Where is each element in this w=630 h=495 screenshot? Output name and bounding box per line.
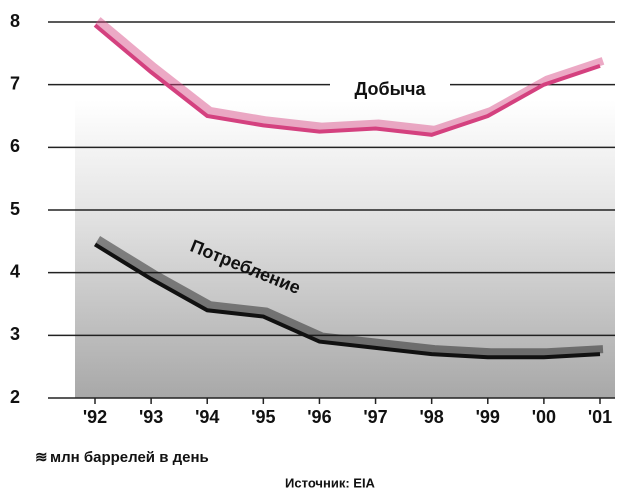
y-tick-label: 5 xyxy=(10,199,20,219)
y-axis-label: млн баррелей в день xyxy=(50,449,209,466)
x-tick-label: '95 xyxy=(251,407,275,427)
x-tick-label: '99 xyxy=(476,407,500,427)
label-bg xyxy=(330,76,450,102)
y-tick-label: 3 xyxy=(10,324,20,344)
x-tick-label: '94 xyxy=(195,407,219,427)
x-tick-label: '97 xyxy=(363,407,387,427)
line-shadow xyxy=(95,17,605,134)
y-tick-label: 8 xyxy=(10,11,20,31)
x-tick-label: '96 xyxy=(307,407,331,427)
y-tick-label: 6 xyxy=(10,136,20,156)
x-tick-label: '01 xyxy=(588,407,612,427)
x-tick-label: '98 xyxy=(420,407,444,427)
series-label: Добыча xyxy=(355,79,427,99)
source: Источник: EIA xyxy=(285,475,376,490)
plot-background xyxy=(75,100,615,398)
y-tick-label: 4 xyxy=(10,261,20,281)
y-tick-label: 7 xyxy=(10,73,20,93)
series-line xyxy=(93,242,601,360)
x-tick-label: '93 xyxy=(139,407,163,427)
x-tick-label: '92 xyxy=(83,407,107,427)
unit-icon: ≋ xyxy=(35,449,48,466)
x-tick-label: '00 xyxy=(532,407,556,427)
line-shadow xyxy=(95,236,604,357)
y-tick-label: 2 xyxy=(10,387,20,407)
series-line xyxy=(93,23,601,137)
